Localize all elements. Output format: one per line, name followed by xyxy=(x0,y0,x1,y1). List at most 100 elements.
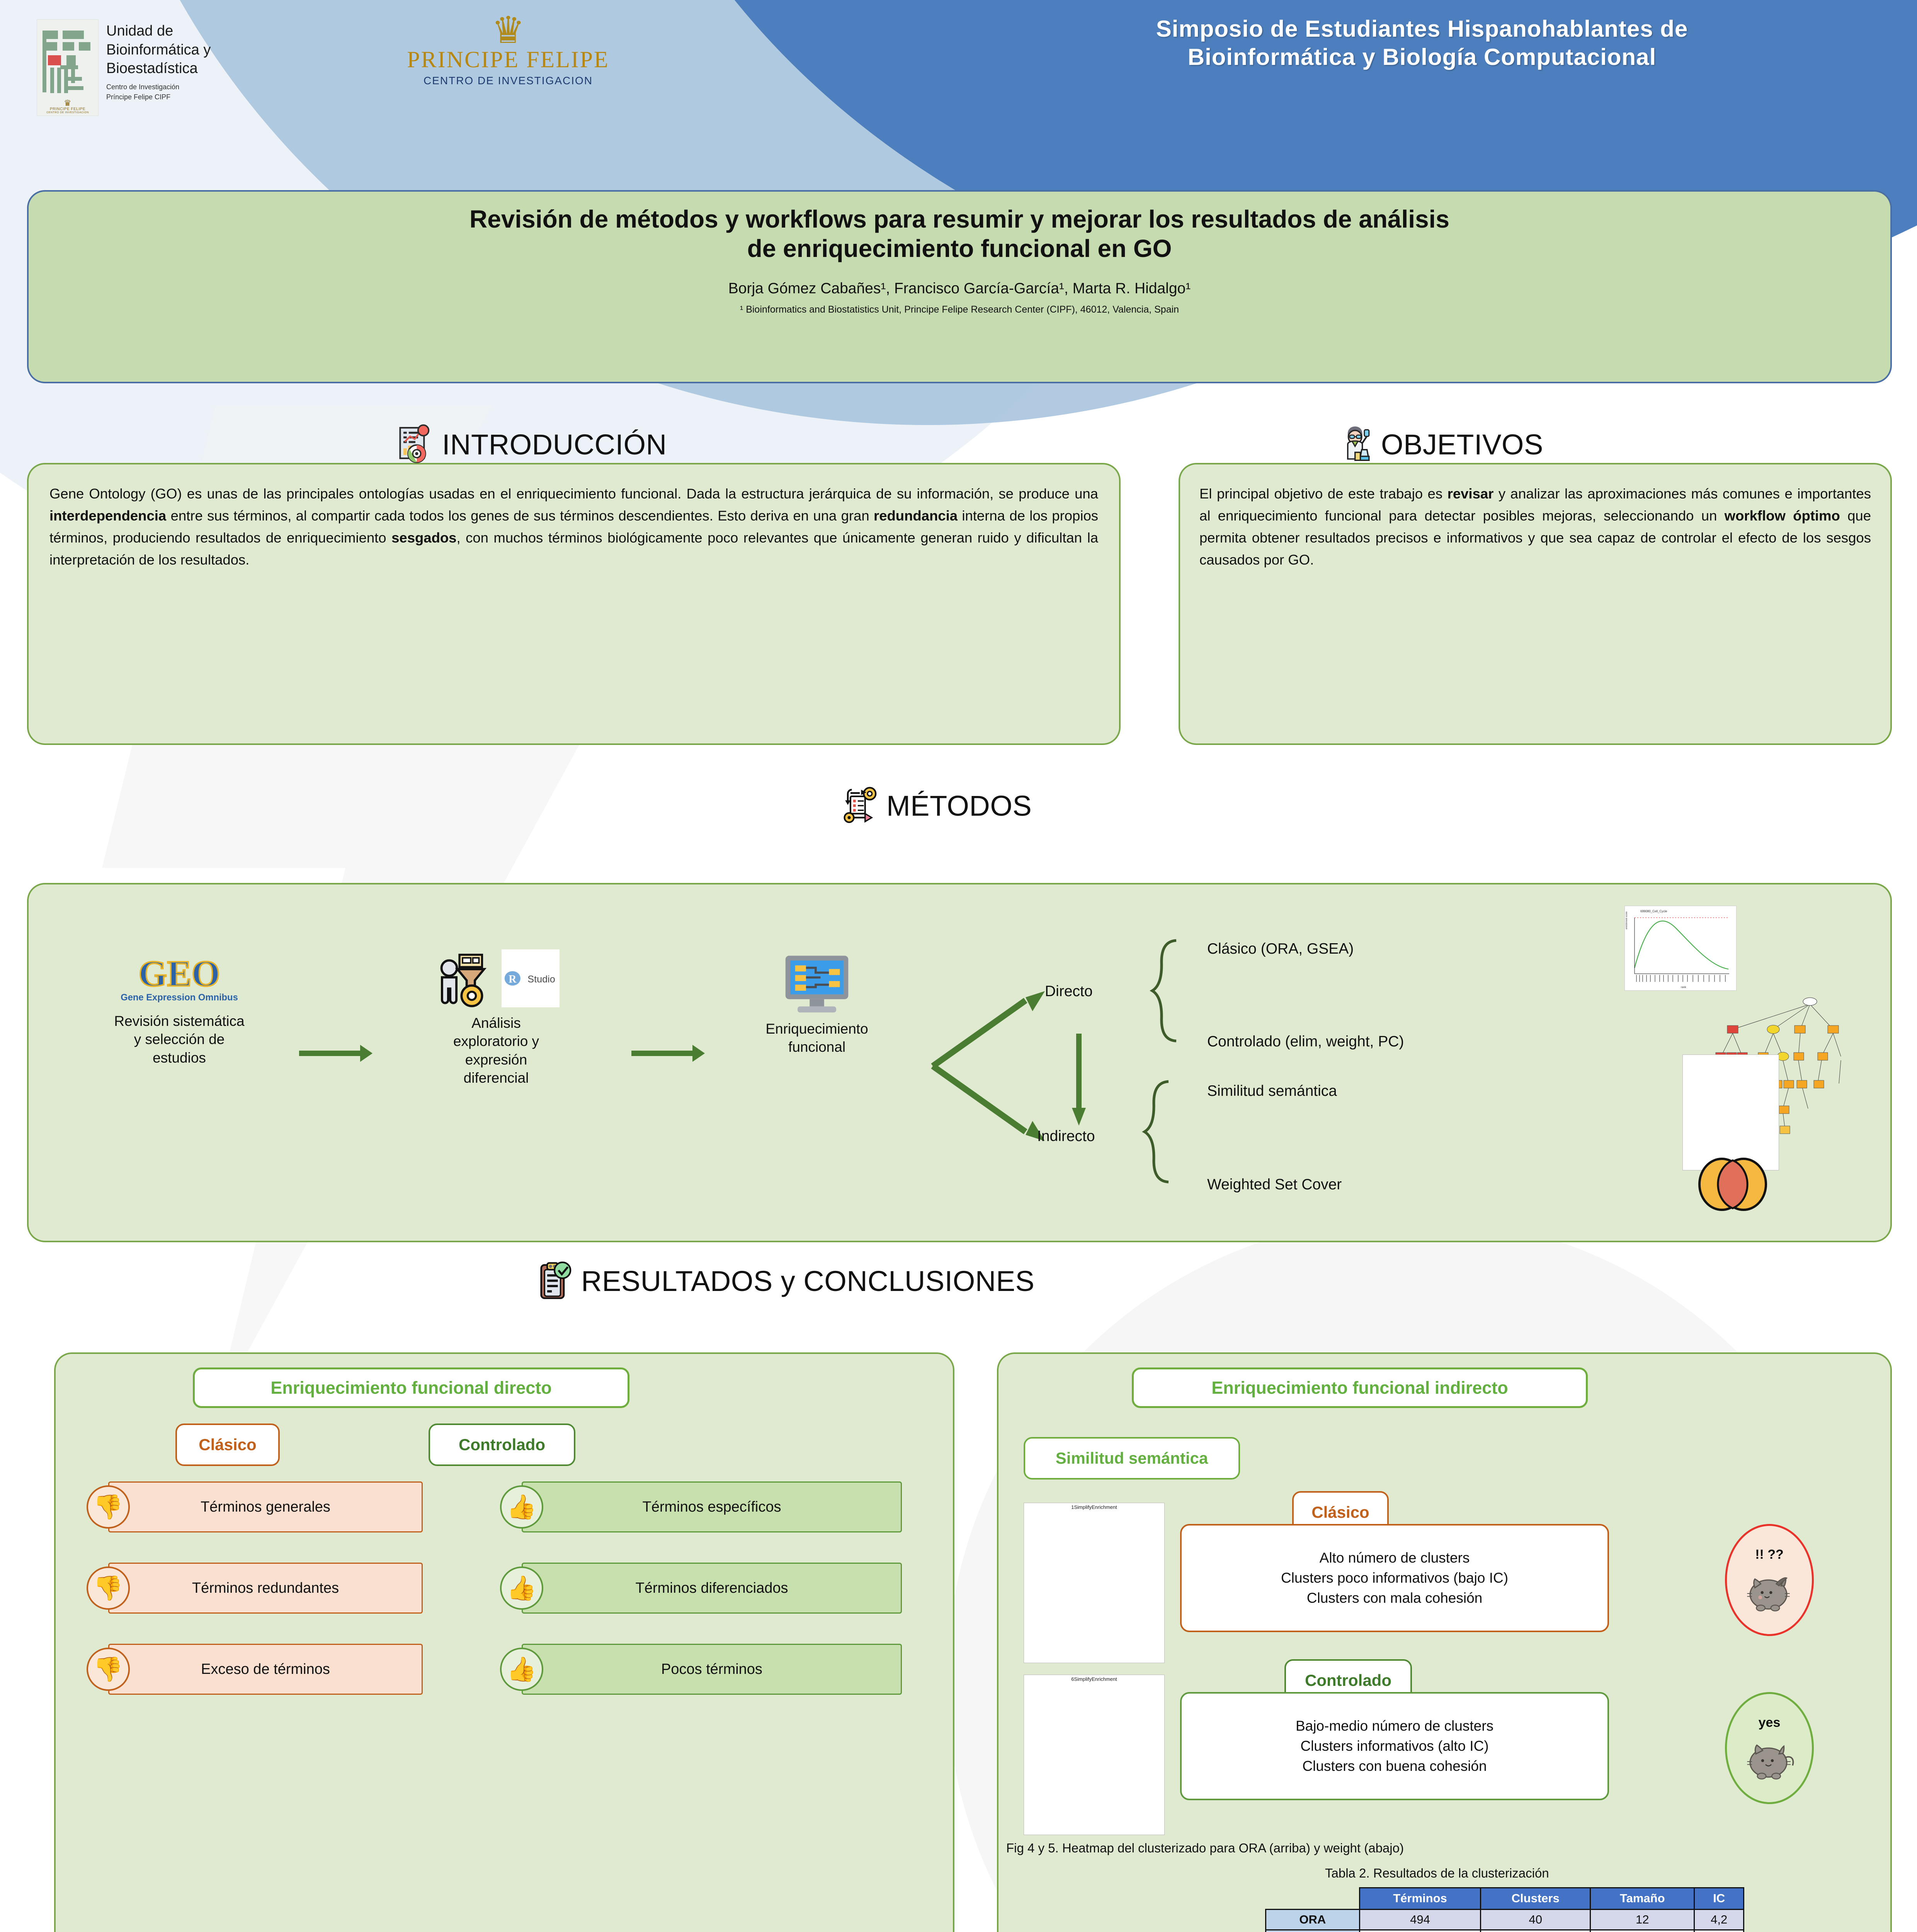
rstudio-logo-icon: R Studio xyxy=(502,949,560,1007)
venn-thumb xyxy=(1686,1155,1779,1213)
leaf-controlado-label: Controlado (elim, weight, PC) xyxy=(1207,1033,1404,1050)
row-header: GSEA xyxy=(1265,1929,1360,1932)
thumbs-up-icon: 👍 xyxy=(500,1566,543,1610)
thumbs-down-icon: 👎 xyxy=(87,1566,130,1610)
controlado-item-1: 👍 Términos diferenciados xyxy=(500,1563,902,1614)
unit-line-3: Bioestadística xyxy=(106,60,198,77)
col-header-0 xyxy=(1266,1888,1360,1910)
indirect-panel-title: Enriquecimiento funcional indirecto xyxy=(1132,1367,1588,1408)
cipf-mark-caption-1: PRINCIPE FELIPE xyxy=(50,107,85,111)
direct-panel-title: Enriquecimiento funcional directo xyxy=(193,1367,629,1408)
enrichment-step-label: Enriquecimiento funcional xyxy=(765,1021,868,1055)
controlado-item-1-label: Términos diferenciados xyxy=(522,1563,902,1614)
table2-caption: Tabla 2. Resultados de la clusterización xyxy=(1325,1866,1549,1880)
controlado-item-2-label: Pocos términos xyxy=(522,1644,902,1695)
go-graph-ora-figure xyxy=(102,1717,411,1932)
clasico-item-2: 👎 Exceso de términos xyxy=(87,1644,423,1695)
objetivos-heading-text: OBJETIVOS xyxy=(1381,428,1543,461)
similitud-semantica-label: Similitud semántica xyxy=(1024,1437,1240,1480)
thumbs-up-icon: 👍 xyxy=(500,1485,543,1529)
center-line-1: Centro de Investigación xyxy=(106,83,180,91)
geo-step-label: Revisión sistemática y selección de estudi… xyxy=(114,1013,245,1066)
svg-text:699080_Cell_Cycle: 699080_Cell_Cycle xyxy=(1640,910,1667,913)
pf-brand-sub: CENTRO DE INVESTIGACION xyxy=(423,74,593,87)
gsea-curve-thumb: 699080_Cell_Cycle enrichment score rank xyxy=(1624,906,1737,991)
arrow-1 xyxy=(299,1045,373,1062)
indirect-clasico-box: Alto número de clusters Clusters poco in… xyxy=(1180,1524,1609,1632)
table-row: ORA 494 40 12 4,2 xyxy=(1265,1908,1744,1930)
svg-text:rank: rank xyxy=(1681,986,1686,989)
indirect-enrichment-panel: Enriquecimiento funcional indirecto Simi… xyxy=(997,1352,1892,1932)
heatmap-ora: 1SimplifyEnrichment xyxy=(1024,1503,1165,1663)
col-header-4: IC xyxy=(1694,1887,1744,1910)
col-header-2: Clusters xyxy=(1480,1887,1591,1910)
cipf-unit-logo: ♛ PRINCIPE FELIPE CENTRO DE INVESTIGACIO… xyxy=(37,19,330,120)
resultados-heading-text: RESULTADOS y CONCLUSIONES xyxy=(581,1265,1035,1297)
brace-directo xyxy=(1150,939,1177,1043)
geo-step: GEO Gene Expression Omnibus Revisión sis… xyxy=(75,950,284,1067)
controlado-item-2: 👍 Pocos términos xyxy=(500,1644,902,1695)
introduccion-heading-text: INTRODUCCIÓN xyxy=(442,428,667,461)
heatmap-weight: 6SimplifyEnrichment xyxy=(1024,1675,1165,1835)
go-graph-elim-figure xyxy=(442,1702,890,1932)
unit-line-1: Unidad de xyxy=(106,23,173,39)
clasico-item-0: 👎 Términos generales xyxy=(87,1481,423,1532)
conference-title-line1: Simposio de Estudiantes Hispanohablantes… xyxy=(1156,16,1688,42)
cell-clusters: 55 xyxy=(1480,1929,1591,1932)
clasico-item-1-label: Términos redundantes xyxy=(108,1563,423,1614)
cat-icon xyxy=(1747,1744,1794,1780)
brace-indirecto xyxy=(1142,1080,1169,1184)
table-row: GSEA166055333,9 xyxy=(1265,1929,1744,1932)
poster-title-line2: de enriquecimiento funcional en GO xyxy=(747,234,1172,262)
leaf-similitud-label: Similitud semántica xyxy=(1207,1083,1337,1099)
chart-report-icon xyxy=(394,423,437,466)
controlado-item-0: 👍 Términos específicos xyxy=(500,1481,902,1532)
col-header-3: Tamaño xyxy=(1590,1887,1695,1910)
clasico-item-1: 👎 Términos redundantes xyxy=(87,1563,423,1614)
svg-text:enrichment score: enrichment score xyxy=(1626,911,1628,929)
controlado-point-2: Clusters con buena cohesión xyxy=(1302,1758,1487,1774)
row-header: ORA xyxy=(1265,1908,1360,1930)
poster-authors: Borja Gómez Cabañes¹, Francisco García-G… xyxy=(728,280,1191,297)
conference-title: Simposio de Estudiantes Hispanohablantes… xyxy=(958,15,1886,71)
svg-text:Gene Expression Omnibus: Gene Expression Omnibus xyxy=(121,992,238,1003)
cell-terminos: 1660 xyxy=(1359,1929,1482,1932)
scientist-icon xyxy=(1333,423,1376,466)
branch-directo-label: Directo xyxy=(1045,983,1093,1000)
col-header-1: Términos xyxy=(1359,1887,1482,1910)
poster-title-panel: Revisión de métodos y workflows para res… xyxy=(27,190,1892,383)
cat-happy-badge: yes xyxy=(1725,1692,1814,1804)
objetivos-heading: OBJETIVOS xyxy=(1333,423,1543,466)
controlado-column-label: Controlado xyxy=(429,1423,575,1466)
cell-ic: 3,9 xyxy=(1694,1929,1744,1932)
branch-arrows xyxy=(931,991,1086,1141)
svg-text:Studio: Studio xyxy=(527,974,555,985)
cell-tamano: 33 xyxy=(1590,1929,1695,1932)
table2: TérminosClustersTamañoICORA49440124,2GSE… xyxy=(1265,1887,1744,1932)
analysis-step: R Studio Análisis exploratorio y expresión… xyxy=(380,942,612,1087)
fig45-caption: Fig 4 y 5. Heatmap del clusterizado para… xyxy=(1006,1841,1404,1855)
geo-logo-icon: GEO Gene Expression Omnibus xyxy=(75,950,284,1012)
clasico-item-0-label: Términos generales xyxy=(108,1481,423,1532)
heatmap-weight-title: 6SimplifyEnrichment xyxy=(1071,1676,1117,1682)
clipboard-check-icon xyxy=(533,1260,576,1302)
svg-text:R: R xyxy=(509,973,517,985)
cipf-mark-caption-2: CENTRO DE INVESTIGACION xyxy=(46,111,89,114)
heatmap-ora-title: 1SimplifyEnrichment xyxy=(1071,1504,1117,1510)
thumbs-up-icon: 👍 xyxy=(500,1648,543,1691)
workflow-gear-icon xyxy=(839,784,881,827)
poster-affiliation: ¹ Bioinformatics and Biostatistics Unit,… xyxy=(740,304,1179,315)
clasico-column-label: Clásico xyxy=(175,1423,280,1466)
clasico-point-0: Alto número de clusters xyxy=(1319,1550,1470,1566)
metodos-panel: GEO Gene Expression Omnibus Revisión sis… xyxy=(27,883,1892,1242)
thumbs-down-icon: 👎 xyxy=(87,1485,130,1529)
resultados-heading: RESULTADOS y CONCLUSIONES xyxy=(533,1260,1034,1302)
conference-title-line2: Bioinformática y Biología Computacional xyxy=(1187,44,1657,70)
funnel-person-icon xyxy=(440,953,486,1007)
cat-happy-text: yes xyxy=(1758,1715,1781,1730)
indirect-controlado-box: Bajo-medio número de clusters Clusters i… xyxy=(1180,1692,1609,1800)
pf-brand-name: PRINCIPE FELIPE xyxy=(407,46,609,72)
direct-enrichment-panel: Enriquecimiento funcional directo Clásic… xyxy=(54,1352,954,1932)
controlado-point-0: Bajo-medio número de clusters xyxy=(1295,1718,1494,1734)
leaf-clasico-label: Clásico (ORA, GSEA) xyxy=(1207,940,1354,957)
